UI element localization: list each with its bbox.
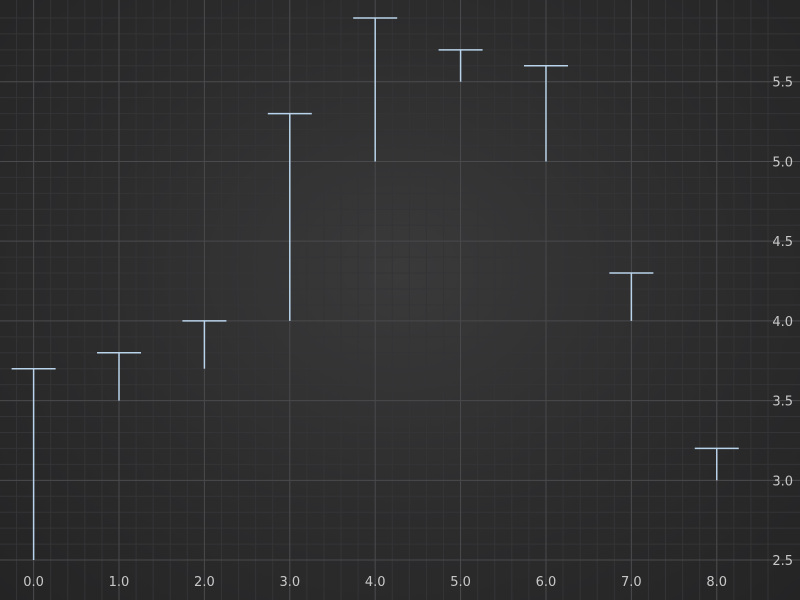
x-tick-label: 8.0 bbox=[706, 575, 727, 590]
x-tick-label: 0.0 bbox=[23, 575, 44, 590]
x-tick-label: 4.0 bbox=[365, 575, 386, 590]
y-tick-label: 4.5 bbox=[772, 235, 793, 250]
error-bar-1 bbox=[97, 352, 142, 401]
error-bar-8 bbox=[694, 447, 739, 481]
x-tick-label: 5.0 bbox=[450, 575, 471, 590]
x-tick-label: 3.0 bbox=[279, 575, 300, 590]
y-tick-label: 3.0 bbox=[772, 474, 793, 489]
error-bar-5 bbox=[438, 49, 483, 82]
x-tick-label: 6.0 bbox=[536, 575, 557, 590]
error-bar-0 bbox=[11, 367, 56, 561]
error-bar-2 bbox=[182, 320, 227, 369]
error-bar-4 bbox=[353, 17, 398, 162]
error-bars bbox=[11, 17, 739, 561]
y-tick-label: 3.5 bbox=[772, 395, 793, 410]
y-tick-label: 5.0 bbox=[772, 155, 793, 170]
y-tick-label: 2.5 bbox=[772, 554, 793, 569]
x-axis-ticks: 0.0 1.0 2.0 3.0 4.0 5.0 6.0 7.0 8.0 bbox=[23, 575, 727, 590]
y-tick-label: 5.5 bbox=[772, 76, 793, 91]
x-tick-label: 2.0 bbox=[194, 575, 215, 590]
y-tick-label: 4.0 bbox=[772, 315, 793, 330]
y-axis-ticks: 2.5 3.0 3.5 4.0 4.5 5.0 5.5 bbox=[772, 76, 793, 569]
error-bar-6 bbox=[523, 65, 568, 162]
x-tick-label: 7.0 bbox=[621, 575, 642, 590]
error-bar-7 bbox=[609, 272, 654, 321]
x-tick-label: 1.0 bbox=[109, 575, 130, 590]
error-bar-3 bbox=[267, 112, 312, 321]
